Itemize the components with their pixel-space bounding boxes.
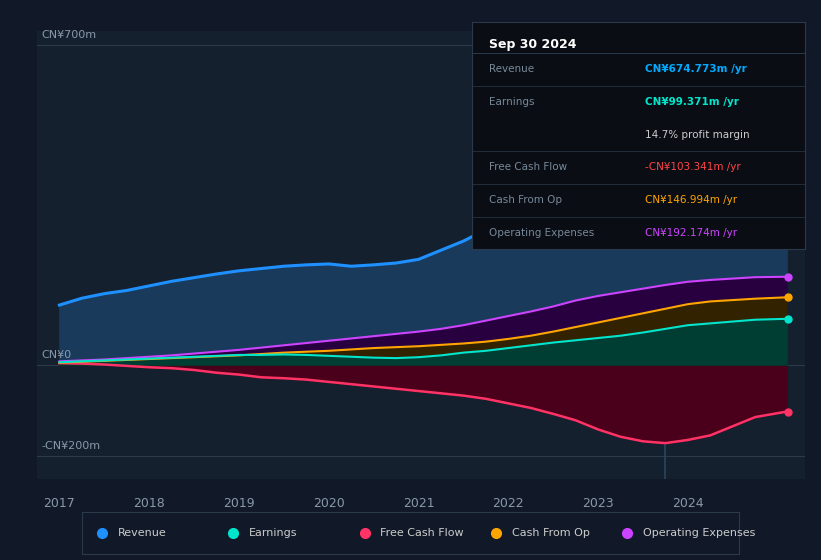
Text: CN¥700m: CN¥700m	[41, 30, 97, 40]
Text: 2017: 2017	[44, 497, 76, 510]
Text: Operating Expenses: Operating Expenses	[488, 228, 594, 238]
Text: CN¥146.994m /yr: CN¥146.994m /yr	[645, 195, 737, 205]
Text: 2019: 2019	[223, 497, 255, 510]
Text: CN¥674.773m /yr: CN¥674.773m /yr	[645, 64, 747, 74]
Text: 2023: 2023	[582, 497, 614, 510]
Text: Earnings: Earnings	[488, 97, 534, 107]
Text: 2024: 2024	[672, 497, 704, 510]
Text: CN¥99.371m /yr: CN¥99.371m /yr	[645, 97, 739, 107]
Text: Earnings: Earnings	[249, 529, 297, 538]
Text: Revenue: Revenue	[117, 529, 167, 538]
Text: Sep 30 2024: Sep 30 2024	[488, 38, 576, 52]
Text: 2022: 2022	[493, 497, 524, 510]
Text: -CN¥103.341m /yr: -CN¥103.341m /yr	[645, 162, 741, 172]
Text: CN¥0: CN¥0	[41, 350, 71, 360]
Text: 2021: 2021	[403, 497, 434, 510]
Text: Free Cash Flow: Free Cash Flow	[488, 162, 566, 172]
Text: Free Cash Flow: Free Cash Flow	[380, 529, 464, 538]
Text: 2020: 2020	[313, 497, 345, 510]
Text: 14.7% profit margin: 14.7% profit margin	[645, 130, 750, 140]
Text: CN¥192.174m /yr: CN¥192.174m /yr	[645, 228, 737, 238]
Text: Operating Expenses: Operating Expenses	[643, 529, 755, 538]
Text: Revenue: Revenue	[488, 64, 534, 74]
Text: Cash From Op: Cash From Op	[488, 195, 562, 205]
Text: 2018: 2018	[133, 497, 165, 510]
Text: -CN¥200m: -CN¥200m	[41, 441, 100, 451]
Text: Cash From Op: Cash From Op	[511, 529, 589, 538]
